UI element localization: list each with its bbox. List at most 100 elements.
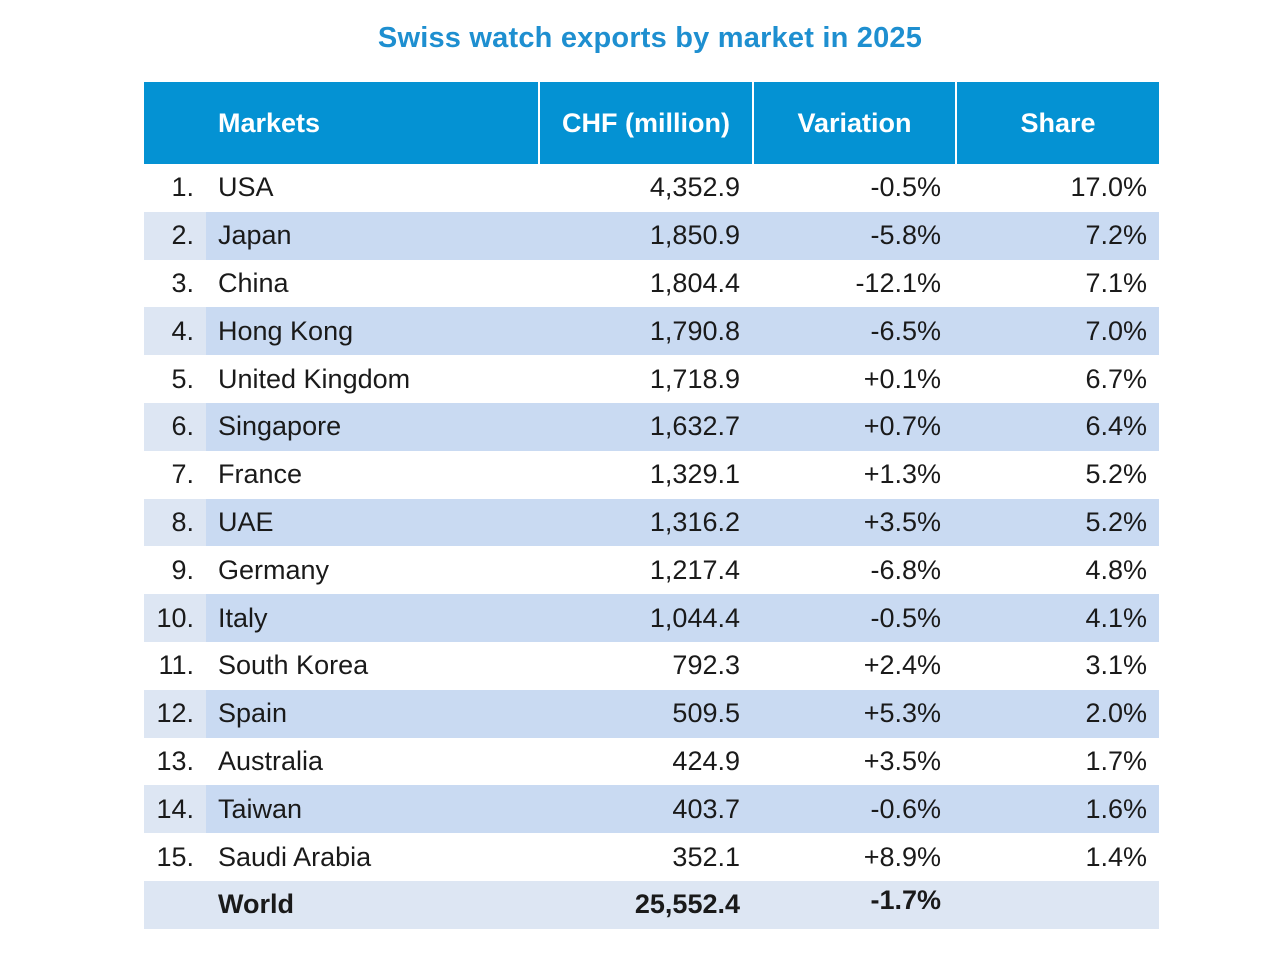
row-variation: -0.6% [870,793,941,824]
total-row: World 25,552.4 -1.7% [144,880,1159,929]
table-row: 7. France 1,329.1 +1.3% 5.2% [144,451,1159,499]
row-market: UAE [218,506,274,537]
row-market: USA [218,172,274,203]
row-rank: 15. [156,841,194,872]
row-market: Saudi Arabia [218,841,372,872]
row-market: Spain [218,698,288,729]
row-rank: 4. [171,315,194,346]
table-row: 6. Singapore 1,632.7 +0.7% 6.4% [144,402,1159,451]
row-share: 1.6% [1085,793,1147,824]
row-share: 17.0% [1070,172,1147,203]
row-rank: 12. [156,698,194,729]
row-variation: +8.9% [863,841,941,872]
table-header: Markets CHF (million) Variation Share [144,82,1159,164]
row-variation: +0.7% [863,411,941,442]
row-chf: 1,718.9 [649,363,740,394]
row-chf: 1,316.2 [649,506,740,537]
row-chf: 1,790.8 [649,315,740,346]
row-rank: 13. [156,745,194,776]
row-chf: 1,329.1 [649,459,740,490]
row-market: China [218,267,289,298]
row-rank: 11. [158,650,194,681]
row-market: France [218,459,303,490]
row-rank: 3. [171,267,194,298]
row-variation: -6.8% [870,554,941,585]
table-row: 2. Japan 1,850.9 -5.8% 7.2% [144,211,1159,260]
row-market: Australia [218,745,324,776]
table-row: 14. Taiwan 403.7 -0.6% 1.6% [144,785,1159,834]
header-markets: Markets [218,107,321,138]
row-variation: -0.5% [870,172,941,203]
row-share: 5.2% [1085,506,1147,537]
row-market: South Korea [218,650,369,681]
table-row: 8. UAE 1,316.2 +3.5% 5.2% [144,498,1159,547]
row-rank: 2. [171,220,194,251]
header-chf: CHF (million) [538,82,752,164]
exports-table: Markets CHF (million) Variation Share 1.… [144,82,1159,929]
row-share: 7.0% [1085,315,1147,346]
row-share: 2.0% [1085,698,1147,729]
table-row: 11. South Korea 792.3 +2.4% 3.1% [144,642,1159,690]
row-rank: 1. [171,172,194,203]
row-rank: 5. [171,363,194,394]
row-chf: 4,352.9 [649,172,740,203]
row-market: Taiwan [218,793,303,824]
row-chf: 1,217.4 [649,554,740,585]
row-rank: 8. [171,506,194,537]
table-row: 12. Spain 509.5 +5.3% 2.0% [144,689,1159,738]
row-market: United Kingdom [218,363,411,394]
total-market: World [218,889,294,920]
row-variation: -12.1% [855,267,941,298]
page-title: Swiss watch exports by market in 2025 [377,22,923,54]
row-variation: +3.5% [863,506,941,537]
row-variation: +2.4% [863,650,941,681]
row-chf: 792.3 [672,650,740,681]
row-share: 4.1% [1085,602,1147,633]
row-chf: 509.5 [672,698,740,729]
row-variation: +5.3% [863,698,941,729]
row-market: Japan [218,220,292,251]
row-market: Singapore [218,411,342,442]
header-share: Share [955,82,1159,164]
row-variation: +1.3% [863,459,941,490]
row-variation: +0.1% [863,363,941,394]
row-share: 4.8% [1085,554,1147,585]
row-chf: 1,632.7 [649,411,740,442]
row-chf: 352.1 [672,841,740,872]
total-chf: 25,552.4 [634,889,740,920]
table-row: 4. Hong Kong 1,790.8 -6.5% 7.0% [144,307,1159,356]
table-row: 9. Germany 1,217.4 -6.8% 4.8% [144,546,1159,594]
row-share: 3.1% [1085,650,1147,681]
table-row: 5. United Kingdom 1,718.9 +0.1% 6.7% [144,355,1159,403]
row-share: 7.2% [1085,220,1147,251]
row-share: 6.4% [1085,411,1147,442]
table-row: 13. Australia 424.9 +3.5% 1.7% [144,738,1159,786]
total-variation: -1.7% [870,885,941,916]
row-rank: 7. [171,459,194,490]
row-share: 5.2% [1085,459,1147,490]
row-share: 1.7% [1085,745,1147,776]
header-variation: Variation [752,82,955,164]
row-market: Germany [218,554,330,585]
row-share: 7.1% [1085,267,1147,298]
row-rank: 6. [171,411,194,442]
row-chf: 403.7 [672,793,740,824]
row-variation: +3.5% [863,745,941,776]
table-row: 1. USA 4,352.9 -0.5% 17.0% [144,164,1159,212]
row-share: 1.4% [1085,841,1147,872]
row-chf: 1,804.4 [649,267,740,298]
row-variation: -6.5% [870,315,941,346]
table-row: 10. Italy 1,044.4 -0.5% 4.1% [144,594,1159,642]
row-rank: 9. [171,554,194,585]
table-row: 3. China 1,804.4 -12.1% 7.1% [144,260,1159,308]
row-variation: -0.5% [870,602,941,633]
row-chf: 424.9 [672,745,740,776]
row-chf: 1,044.4 [649,602,740,633]
row-rank: 14. [156,793,194,824]
row-variation: -5.8% [870,220,941,251]
row-share: 6.7% [1085,363,1147,394]
row-rank: 10. [156,602,194,633]
row-chf: 1,850.9 [649,220,740,251]
table-row: 15. Saudi Arabia 352.1 +8.9% 1.4% [144,833,1159,881]
row-market: Hong Kong [218,315,354,346]
